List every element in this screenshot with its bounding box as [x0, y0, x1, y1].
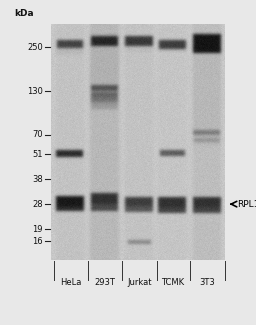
- Text: 19: 19: [33, 225, 43, 234]
- Text: 51: 51: [33, 150, 43, 159]
- Text: TCMK: TCMK: [161, 278, 184, 287]
- Text: HeLa: HeLa: [60, 278, 81, 287]
- Text: 28: 28: [32, 200, 43, 209]
- Text: 130: 130: [27, 86, 43, 96]
- Text: kDa: kDa: [14, 9, 34, 18]
- Text: 16: 16: [32, 237, 43, 246]
- Text: 3T3: 3T3: [199, 278, 215, 287]
- Text: 250: 250: [27, 43, 43, 52]
- Text: 293T: 293T: [94, 278, 115, 287]
- Text: 70: 70: [32, 130, 43, 139]
- Text: 38: 38: [32, 175, 43, 184]
- Text: Jurkat: Jurkat: [127, 278, 152, 287]
- Text: RPL15: RPL15: [237, 200, 256, 209]
